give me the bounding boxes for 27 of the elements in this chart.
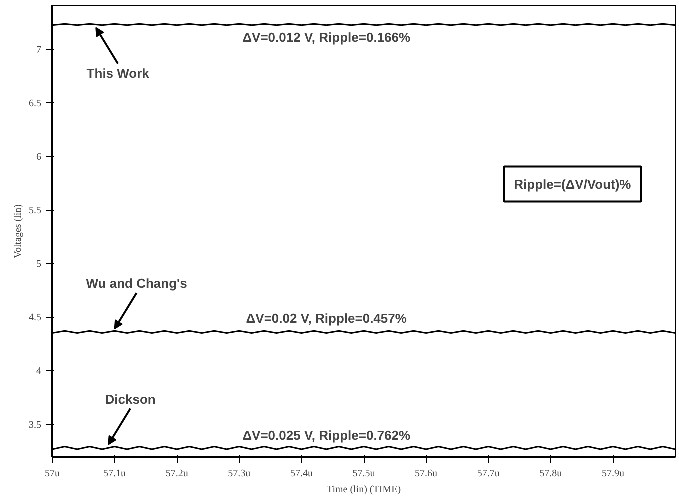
annotation: Dickson bbox=[105, 392, 156, 407]
x-tick-label: 57.9u bbox=[602, 468, 624, 480]
annotation: ΔV=0.02 V, Ripple=0.457% bbox=[246, 311, 408, 326]
x-tick-label: 57.1u bbox=[104, 468, 126, 480]
annotation: ΔV=0.025 V, Ripple=0.762% bbox=[242, 428, 411, 443]
y-tick-label: 6 bbox=[36, 152, 42, 164]
annotation: Wu and Chang's bbox=[86, 276, 188, 292]
x-tick-label: 57.5u bbox=[352, 468, 376, 480]
y-tick-label: 7 bbox=[36, 44, 42, 56]
annotation: ΔV=0.012 V, Ripple=0.166% bbox=[242, 30, 411, 45]
x-tick-label: 57.3u bbox=[228, 468, 251, 480]
y-tick-label: 3.5 bbox=[29, 420, 42, 431]
x-tick-label: 57.6u bbox=[415, 468, 438, 480]
annotation: Ripple=(ΔV/Vout)% bbox=[514, 176, 632, 192]
x-tick-label: 57.8u bbox=[540, 468, 562, 480]
x-tick-label: 57.4u bbox=[290, 468, 313, 480]
x-tick-label: 57.7u bbox=[477, 468, 500, 480]
y-tick-label: 6.5 bbox=[29, 98, 42, 110]
y-tick-label: 4.5 bbox=[29, 312, 42, 324]
y-tick-label: 4 bbox=[36, 366, 42, 378]
annotation: This Work bbox=[86, 66, 150, 81]
x-axis-title: Time (lin) (TIME) bbox=[326, 484, 402, 496]
y-axis-title: Voltages (lin) bbox=[13, 204, 24, 258]
y-tick-label: 5 bbox=[36, 259, 42, 270]
x-tick-label: 57u bbox=[45, 468, 60, 480]
x-tick-label: 57.2u bbox=[166, 468, 188, 480]
y-tick-label: 5.5 bbox=[29, 206, 42, 217]
